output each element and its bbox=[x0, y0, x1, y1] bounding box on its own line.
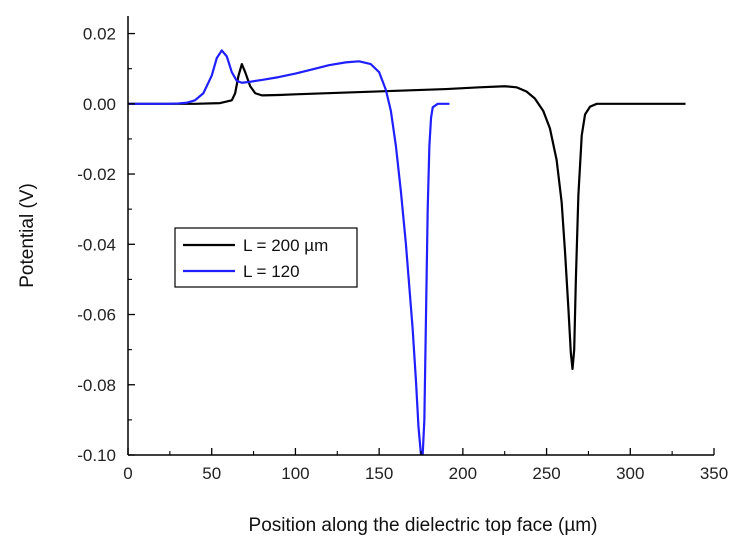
y-axis-title: Potential (V) bbox=[17, 183, 38, 288]
x-tick-label: 100 bbox=[281, 464, 309, 483]
x-axis-title: Position along the dielectric top face (… bbox=[249, 515, 598, 536]
legend: L = 200 µm L = 120 bbox=[174, 227, 358, 288]
x-tick-label: 350 bbox=[700, 464, 728, 483]
x-tick-label: 150 bbox=[365, 464, 393, 483]
y-tick-label: -0.10 bbox=[77, 446, 116, 465]
y-tick-label: 0.00 bbox=[83, 95, 116, 114]
y-tick-label: -0.02 bbox=[77, 165, 116, 184]
y-tick-label: -0.04 bbox=[77, 235, 116, 254]
x-tick-label: 300 bbox=[616, 464, 644, 483]
x-tick-label: 50 bbox=[202, 464, 221, 483]
legend-label-2: L = 120 bbox=[243, 262, 300, 281]
y-tick-label: -0.08 bbox=[77, 376, 116, 395]
y-tick-label: -0.06 bbox=[77, 306, 116, 325]
x-tick-label: 200 bbox=[449, 464, 477, 483]
series-line-1 bbox=[128, 63, 686, 371]
y-tick-label: 0.02 bbox=[83, 25, 116, 44]
x-tick-label: 0 bbox=[123, 464, 132, 483]
series-line-2 bbox=[128, 49, 450, 455]
x-tick-label: 250 bbox=[532, 464, 560, 483]
legend-box bbox=[174, 227, 358, 288]
legend-label-1: L = 200 µm bbox=[243, 236, 328, 255]
